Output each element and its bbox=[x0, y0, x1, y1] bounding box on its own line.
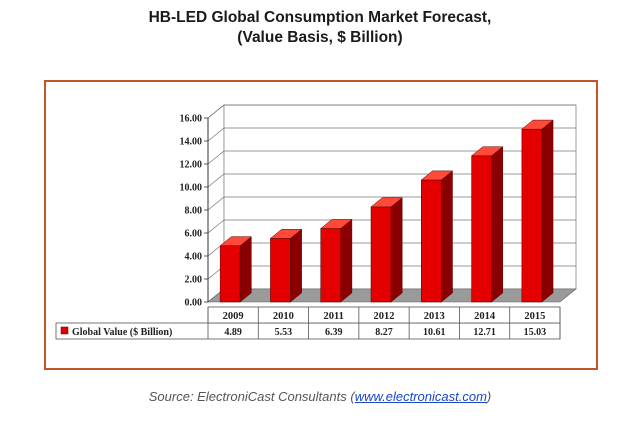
y-tick-label: 16.00 bbox=[180, 114, 203, 125]
bar-top bbox=[521, 119, 554, 130]
x-category-label: 2012 bbox=[374, 311, 395, 322]
bar-top bbox=[370, 197, 403, 208]
source-link[interactable]: www.electronicast.com bbox=[354, 389, 487, 404]
bar bbox=[420, 170, 454, 303]
gridline bbox=[207, 219, 576, 234]
bar-front bbox=[521, 128, 543, 303]
y-tick-label: 10.00 bbox=[180, 183, 203, 194]
bar-side bbox=[541, 119, 554, 303]
bar-top bbox=[320, 219, 353, 229]
source-prefix: Source: ElectroniCast Consultants ( bbox=[148, 389, 355, 404]
bar bbox=[370, 197, 403, 303]
y-tick-label: 4.00 bbox=[185, 252, 203, 263]
bar-front bbox=[471, 155, 492, 303]
data-value-label: 4.89 bbox=[224, 327, 242, 338]
chart-title-line-1: HB-LED Global Consumption Market Forecas… bbox=[148, 9, 492, 26]
bar-top bbox=[470, 146, 504, 157]
data-value-label: 10.61 bbox=[423, 327, 446, 338]
bar-front bbox=[270, 238, 291, 303]
bar bbox=[470, 146, 504, 303]
y-tick-label: 8.00 bbox=[185, 206, 203, 217]
y-tick-label: 12.00 bbox=[180, 160, 203, 171]
data-table: 2009 4.89 2010 5.53 2011 6.39 2012 8.27 2013 10.6… bbox=[55, 306, 561, 340]
data-value-label: 15.03 bbox=[524, 327, 547, 338]
bar-side bbox=[290, 228, 302, 303]
bar-front bbox=[370, 206, 392, 303]
x-category-label: 2015 bbox=[524, 311, 545, 322]
data-value-label: 6.39 bbox=[325, 327, 343, 338]
bar-front bbox=[320, 228, 341, 303]
y-tick-label: 14.00 bbox=[180, 137, 203, 148]
data-value-label: 5.53 bbox=[275, 327, 293, 338]
y-tick-label: 0.00 bbox=[185, 298, 203, 309]
bar bbox=[521, 119, 554, 303]
x-category-label: 2013 bbox=[424, 311, 445, 322]
bar-side bbox=[340, 218, 353, 303]
x-category-label: 2014 bbox=[474, 311, 496, 322]
chart-title-line-2: (Value Basis, $ Billion) bbox=[237, 29, 403, 46]
bar-top bbox=[269, 229, 303, 239]
bar-front bbox=[421, 179, 442, 303]
gridline bbox=[207, 150, 576, 165]
y-tick-label: 6.00 bbox=[185, 229, 203, 240]
source-suffix: ) bbox=[486, 389, 492, 404]
x-category-label: 2009 bbox=[223, 311, 244, 322]
bar bbox=[269, 228, 303, 303]
bar-top bbox=[420, 170, 454, 181]
bar-side bbox=[239, 236, 252, 303]
bar-side bbox=[491, 146, 504, 303]
gridline bbox=[207, 104, 576, 119]
legend-swatch bbox=[60, 326, 69, 335]
data-value-label: 12.71 bbox=[473, 327, 496, 338]
gridline bbox=[207, 196, 576, 211]
source-caption: Source: ElectroniCast Consultants (www.e… bbox=[0, 389, 640, 404]
bar-side bbox=[441, 170, 453, 303]
x-category-label: 2011 bbox=[324, 311, 344, 322]
bar-side bbox=[390, 197, 403, 303]
bar-front bbox=[219, 245, 241, 303]
bar bbox=[219, 236, 253, 303]
data-value-label: 8.27 bbox=[375, 327, 393, 338]
bar-top bbox=[219, 236, 253, 247]
legend-series-label: Global Value ($ Billion) bbox=[72, 327, 172, 338]
bar bbox=[320, 218, 353, 303]
gridline bbox=[207, 127, 576, 142]
gridline bbox=[207, 173, 576, 188]
chart-title: HB-LED Global Consumption Market Forecas… bbox=[0, 8, 640, 48]
y-tick-label: 2.00 bbox=[185, 275, 203, 286]
x-category-label: 2010 bbox=[273, 311, 294, 322]
